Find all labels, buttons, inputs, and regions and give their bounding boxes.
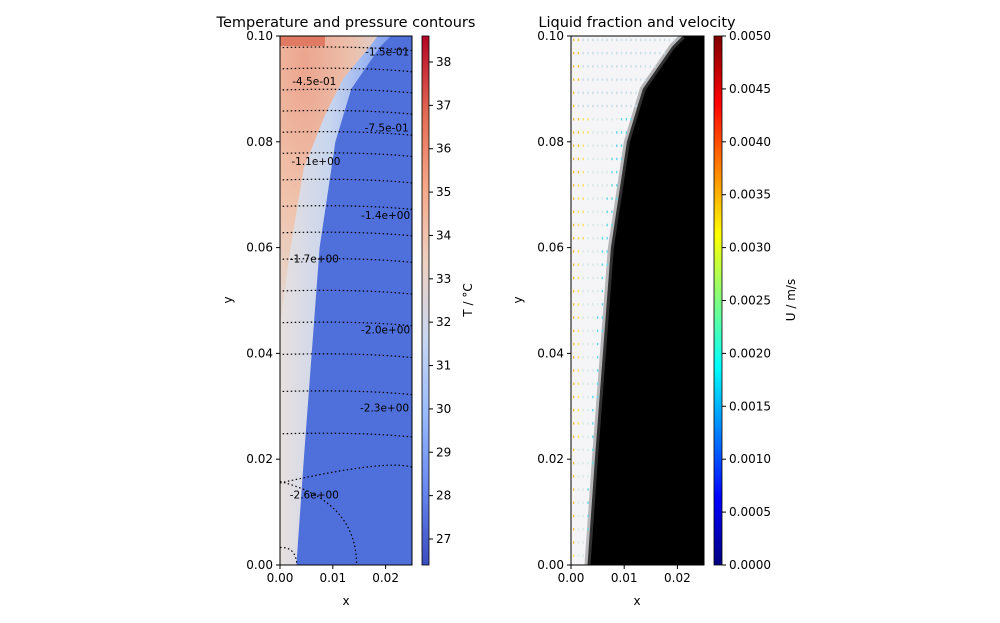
pressure-contour-labels: -1.5e-01 -4.5e-01 -7.5e-01 -1.1e+00 -1.4e+00… — [290, 46, 410, 501]
mushy-zone — [584, 36, 685, 565]
pressure-contour-line — [282, 258, 412, 263]
x-tick-label: 0.00 — [558, 571, 585, 585]
x-axis-label: x — [633, 594, 640, 608]
pressure-contour-line — [282, 321, 412, 327]
temperature-pressure-plot: -1.5e-01 -4.5e-01 -7.5e-01 -1.1e+00 -1.4e+00… — [216, 15, 476, 608]
colorbar-tick-label: 0.0040 — [729, 135, 771, 149]
pressure-contour-label: -2.6e+00 — [290, 490, 339, 502]
colorbar-tick-label: 0.0020 — [729, 346, 771, 360]
liquid-fraction-velocity-plot: 0.00 0.01 0.02 0.00 0.02 0.04 0.06 0.08 0.10 Liq… — [511, 15, 798, 608]
x-axis-label: x — [342, 594, 349, 608]
plot-frame — [279, 35, 413, 566]
pressure-contour-label: -1.7e+00 — [290, 254, 339, 266]
y-tick-label: 0.00 — [246, 558, 273, 572]
colorbar-tick-label: 32 — [436, 315, 451, 329]
x-tick-label: 0.01 — [611, 571, 638, 585]
pressure-contour-line — [282, 109, 412, 115]
pressure-contour-line — [282, 178, 412, 184]
pressure-contour-label: -1.5e-01 — [365, 46, 409, 58]
colorbar-tick-label: 0.0010 — [729, 452, 771, 466]
y-tick-label: 0.10 — [537, 29, 564, 43]
colorbar-tick-label: 0.0005 — [729, 505, 771, 519]
pressure-contour-line — [282, 353, 412, 359]
pressure-contour-label: -4.5e-01 — [292, 76, 336, 88]
y-tick-label: 0.06 — [537, 241, 564, 255]
axes: 0.00 0.01 0.02 0.00 0.02 0.04 0.06 0.08 0.10 — [537, 29, 690, 585]
velocity-vectors — [572, 38, 675, 557]
hot-region — [280, 36, 378, 327]
x-tick-label: 0.01 — [319, 571, 346, 585]
colorbar-temperature: 27 28 29 30 31 32 33 34 35 36 37 38 — [421, 35, 451, 566]
plot-title: Temperature and pressure contours — [216, 15, 476, 31]
pressure-contour-line — [282, 67, 412, 73]
colorbar-gradient — [421, 35, 430, 566]
pressure-contour-line — [282, 432, 412, 438]
hot-top-band — [280, 36, 325, 46]
colorbar-tick-label: 0.0045 — [729, 82, 771, 96]
colorbar-tick-label: 33 — [436, 272, 451, 286]
colorbar-tick-label: 38 — [436, 55, 451, 69]
axes: 0.00 0.01 0.02 0.00 0.02 0.04 0.06 0.08 0.10 — [246, 29, 399, 585]
y-tick-label: 0.08 — [246, 135, 273, 149]
y-tick-label: 0.06 — [246, 241, 273, 255]
colorbar-tick-label: 37 — [436, 98, 451, 112]
pressure-contours — [280, 46, 412, 565]
pressure-contour-label: -1.4e+00 — [361, 210, 410, 222]
colorbar-tick-label: 31 — [436, 359, 451, 373]
colorbar-tick-label: 35 — [436, 185, 451, 199]
plot-title: Liquid fraction and velocity — [538, 15, 736, 31]
y-tick-label: 0.02 — [537, 452, 564, 466]
x-tick-label: 0.02 — [372, 571, 399, 585]
liquid-region — [571, 36, 685, 565]
colorbar-gradient — [713, 35, 723, 566]
y-tick-label: 0.08 — [537, 135, 564, 149]
colorbar-tick-label: 29 — [436, 445, 451, 459]
colorbar-label: U / m/s — [784, 279, 798, 321]
pressure-contour-line — [282, 88, 412, 94]
y-tick-label: 0.10 — [246, 29, 273, 43]
pressure-contour-line — [282, 205, 412, 210]
colorbar-tick-label: 0.0035 — [729, 188, 771, 202]
colorbar-label: T / °C — [461, 283, 475, 317]
pressure-contour-line — [280, 546, 298, 565]
pressure-contour-line — [282, 131, 412, 136]
liquid-region — [280, 36, 393, 565]
colorbar-tick-label: 30 — [436, 402, 451, 416]
y-tick-label: 0.04 — [246, 346, 273, 360]
colorbar-tick-label: 0.0030 — [729, 241, 771, 255]
y-tick-label: 0.00 — [537, 558, 564, 572]
pressure-contour-label: -1.1e+00 — [291, 156, 340, 168]
y-tick-label: 0.04 — [537, 346, 564, 360]
pressure-contour-line — [282, 390, 412, 396]
x-tick-label: 0.00 — [267, 571, 294, 585]
pressure-contour-line — [280, 480, 358, 565]
y-tick-label: 0.02 — [246, 452, 273, 466]
colorbar-tick-label: 36 — [436, 142, 451, 156]
pressure-contour-line — [282, 152, 412, 158]
pressure-contour-label: -7.5e-01 — [365, 123, 409, 135]
x-tick-label: 0.02 — [664, 571, 691, 585]
colorbar-tick-label: 27 — [436, 532, 451, 546]
colorbar-tick-label: 0.0050 — [729, 29, 771, 43]
pressure-contour-line — [282, 231, 412, 237]
colorbar-tick-label: 0.0000 — [729, 558, 771, 572]
colorbar-tick-label: 0.0025 — [729, 294, 771, 308]
colorbar-tick-label: 0.0015 — [729, 399, 771, 413]
colorbar-velocity: 0.0000 0.0005 0.0010 0.0015 0.0020 0.0025 0.00… — [713, 29, 771, 572]
pressure-contour-label: -2.3e+00 — [360, 402, 409, 414]
pressure-contour-line — [282, 46, 412, 52]
y-axis-label: y — [511, 296, 525, 303]
colorbar-tick-label: 34 — [436, 228, 451, 242]
plot-frame — [570, 35, 705, 566]
y-axis-label: y — [221, 296, 235, 303]
pressure-contour-label: -2.0e+00 — [361, 325, 410, 337]
pressure-contour-line — [282, 289, 412, 295]
colorbar-tick-label: 28 — [436, 489, 451, 503]
